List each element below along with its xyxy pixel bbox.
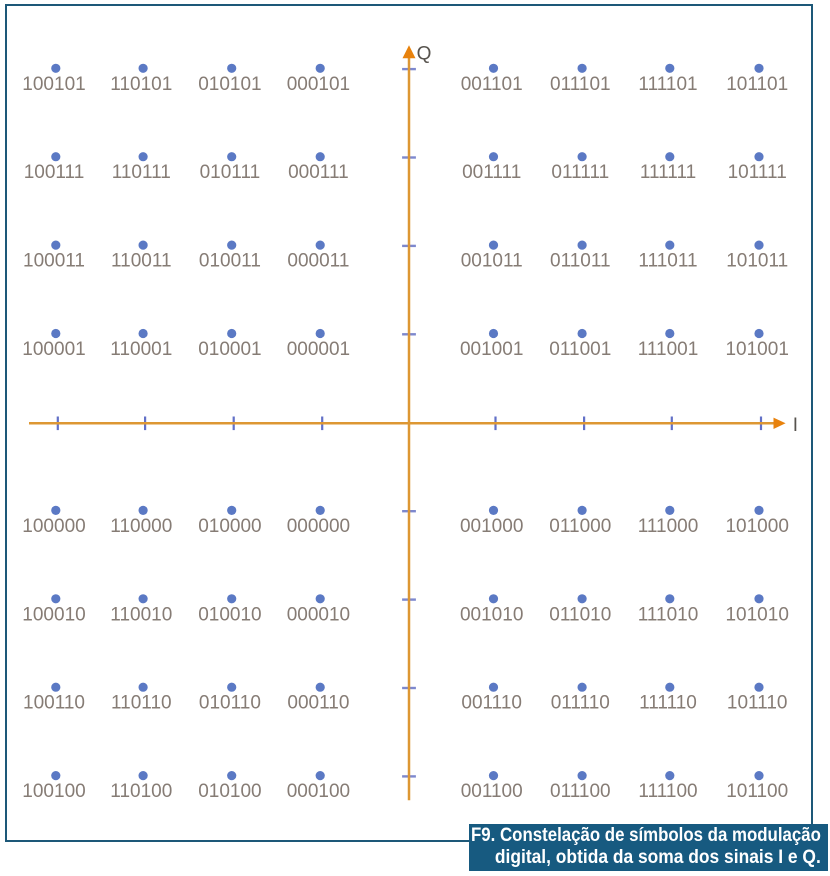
svg-text:110010: 110010 bbox=[110, 604, 172, 625]
svg-text:111110: 111110 bbox=[639, 693, 697, 714]
svg-text:111011: 111011 bbox=[638, 251, 697, 272]
svg-text:101001: 101001 bbox=[725, 339, 788, 360]
svg-text:001110: 001110 bbox=[461, 693, 522, 714]
svg-text:110100: 110100 bbox=[110, 781, 172, 802]
svg-text:100000: 100000 bbox=[22, 516, 85, 537]
svg-text:010100: 010100 bbox=[198, 781, 261, 802]
svg-text:011010: 011010 bbox=[549, 604, 611, 625]
svg-text:110000: 110000 bbox=[110, 516, 172, 537]
svg-text:Q: Q bbox=[417, 43, 432, 64]
svg-text:100011: 100011 bbox=[23, 251, 85, 272]
svg-text:100001: 100001 bbox=[22, 339, 85, 360]
svg-text:010110: 010110 bbox=[199, 693, 261, 714]
svg-text:110001: 110001 bbox=[110, 339, 172, 360]
svg-text:000100: 000100 bbox=[287, 781, 350, 802]
svg-text:010101: 010101 bbox=[198, 74, 261, 95]
svg-text:010111: 010111 bbox=[200, 162, 261, 183]
svg-text:101011: 101011 bbox=[726, 251, 788, 272]
svg-text:111101: 111101 bbox=[638, 74, 697, 95]
svg-text:110101: 110101 bbox=[110, 74, 172, 95]
svg-text:000000: 000000 bbox=[287, 516, 350, 537]
svg-text:100100: 100100 bbox=[22, 781, 85, 802]
svg-text:011110: 011110 bbox=[551, 693, 610, 714]
svg-text:101100: 101100 bbox=[726, 781, 788, 802]
svg-text:001101: 001101 bbox=[461, 74, 523, 95]
svg-text:000101: 000101 bbox=[287, 74, 350, 95]
svg-text:010001: 010001 bbox=[198, 339, 261, 360]
svg-text:001010: 001010 bbox=[460, 604, 523, 625]
svg-text:100010: 100010 bbox=[22, 604, 85, 625]
svg-text:000010: 000010 bbox=[287, 604, 350, 625]
svg-text:101101: 101101 bbox=[726, 74, 788, 95]
svg-text:011001: 011001 bbox=[549, 339, 611, 360]
svg-text:011100: 011100 bbox=[550, 781, 611, 802]
svg-text:111100: 111100 bbox=[638, 781, 697, 802]
svg-text:010000: 010000 bbox=[198, 516, 261, 537]
svg-text:011101: 011101 bbox=[550, 74, 611, 95]
svg-text:000111: 000111 bbox=[288, 162, 349, 183]
svg-text:I: I bbox=[793, 415, 798, 436]
svg-text:001000: 001000 bbox=[460, 516, 523, 537]
svg-text:000110: 000110 bbox=[287, 693, 349, 714]
svg-text:110111: 110111 bbox=[112, 162, 171, 183]
svg-text:101010: 101010 bbox=[725, 604, 788, 625]
svg-text:101110: 101110 bbox=[727, 693, 788, 714]
svg-text:101111: 101111 bbox=[728, 162, 787, 183]
svg-text:010010: 010010 bbox=[198, 604, 261, 625]
svg-text:000001: 000001 bbox=[287, 339, 350, 360]
svg-text:001001: 001001 bbox=[460, 339, 523, 360]
svg-text:100111: 100111 bbox=[24, 162, 85, 183]
svg-text:111010: 111010 bbox=[638, 604, 699, 625]
svg-text:001111: 001111 bbox=[462, 162, 521, 183]
svg-text:111111: 111111 bbox=[640, 162, 696, 183]
svg-text:100101: 100101 bbox=[22, 74, 85, 95]
svg-text:101000: 101000 bbox=[725, 516, 788, 537]
svg-text:111000: 111000 bbox=[638, 516, 699, 537]
svg-text:100110: 100110 bbox=[23, 693, 85, 714]
svg-text:010011: 010011 bbox=[199, 251, 261, 272]
svg-text:111001: 111001 bbox=[638, 339, 699, 360]
svg-text:001011: 001011 bbox=[461, 251, 523, 272]
svg-text:011000: 011000 bbox=[549, 516, 611, 537]
svg-text:110011: 110011 bbox=[111, 251, 172, 272]
svg-text:011011: 011011 bbox=[550, 251, 611, 272]
svg-text:000011: 000011 bbox=[287, 251, 349, 272]
svg-text:110110: 110110 bbox=[111, 693, 172, 714]
svg-text:001100: 001100 bbox=[461, 781, 523, 802]
svg-text:011111: 011111 bbox=[551, 162, 609, 183]
